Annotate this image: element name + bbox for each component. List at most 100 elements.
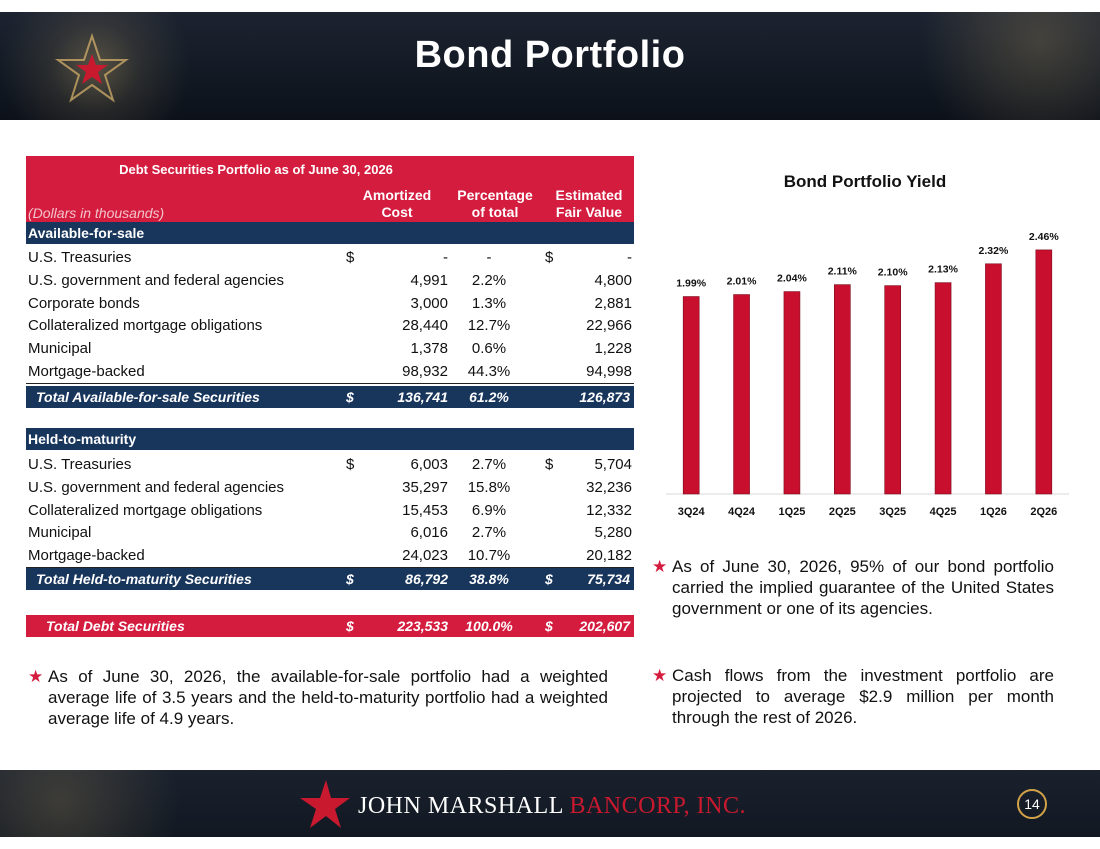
x-tick-label: 1Q26	[980, 506, 1007, 518]
company-name: JOHN MARSHALL	[358, 793, 563, 819]
dollar-sign: $	[346, 456, 355, 473]
bar-1Q25	[783, 291, 801, 495]
amortized-cost: 4,991	[410, 271, 448, 289]
col-header-fair-value: Estimated Fair Value	[544, 187, 634, 221]
table-row: Municipal 6,016 2.7% 5,280	[26, 521, 634, 544]
fair-value: 1,228	[594, 340, 632, 358]
x-tick-label: 3Q25	[879, 506, 906, 518]
amortized-cost: 136,741	[397, 389, 448, 405]
footer-sparkle-decor	[0, 770, 300, 837]
amortized-cost: 223,533	[397, 618, 448, 634]
bullet-text: Cash flows from the investment portfolio…	[672, 666, 1054, 727]
amortized-cost: 86,792	[405, 571, 448, 587]
row-label: Total Available-for-sale Securities	[36, 389, 260, 405]
percentage: 10.7%	[467, 547, 511, 565]
table-row: U.S. government and federal agencies 4,99…	[26, 269, 634, 292]
percentage: -	[486, 249, 492, 266]
data-label: 2.04%	[777, 273, 807, 285]
percentage: 0.6%	[471, 340, 507, 358]
percentage: 2.7%	[471, 524, 507, 542]
percentage: 2.7%	[471, 456, 507, 473]
row-label: Corporate bonds	[28, 294, 140, 312]
data-label: 2.10%	[878, 267, 908, 279]
fair-value: 5,280	[594, 524, 632, 542]
fair-value: 22,966	[586, 317, 632, 335]
bar-2Q25	[834, 284, 851, 495]
amortized-cost: 24,023	[402, 547, 448, 565]
bar-3Q24	[682, 296, 700, 495]
table-row: U.S. government and federal agencies 35,2…	[26, 476, 634, 499]
fair-value: 2,881	[594, 294, 632, 312]
company-logo: JOHN MARSHALL BANCORP, INC.	[358, 793, 746, 820]
dollar-sign: $	[545, 618, 553, 634]
amortized-cost: 28,440	[402, 317, 448, 335]
slide-header: Bond Portfolio	[0, 12, 1100, 120]
percentage: 2.2%	[471, 271, 507, 289]
dollar-sign: $	[346, 249, 355, 266]
x-tick-label: 2Q26	[1030, 506, 1057, 518]
percentage: 1.3%	[471, 294, 507, 312]
fair-value: 126,873	[579, 389, 630, 405]
fair-value: 94,998	[586, 363, 632, 380]
header-sparkle-decor	[0, 12, 240, 120]
col-header-line: Cost	[381, 204, 413, 220]
fair-value: 20,182	[586, 547, 632, 565]
row-label: U.S. Treasuries	[28, 456, 132, 473]
dollar-sign: $	[346, 389, 354, 405]
fair-value: 75,734	[587, 571, 630, 587]
table-header: Debt Securities Portfolio as of June 30,…	[26, 156, 634, 222]
bar-1Q26	[985, 263, 1002, 495]
dollar-sign: $	[346, 618, 354, 634]
x-tick-label: 4Q24	[728, 506, 756, 518]
fair-value: 5,704	[594, 456, 632, 473]
bar-2Q26	[1035, 249, 1053, 495]
star-bullet-icon: ★	[652, 557, 668, 576]
dollar-sign: $	[346, 571, 354, 587]
data-label: 1.99%	[676, 278, 706, 290]
table-row: Collateralized mortgage obligations 28,44…	[26, 314, 634, 337]
table-row: U.S. Treasuries $6,003 2.7% $5,704	[26, 453, 634, 476]
percentage: 44.3%	[467, 363, 511, 380]
bullet-text: As of June 30, 2026, 95% of our bond por…	[672, 557, 1054, 618]
row-label: Collateralized mortgage obligations	[28, 317, 263, 335]
bar-4Q25	[934, 282, 952, 495]
table-row: U.S. Treasuries $ - - $ -	[26, 246, 634, 269]
row-label: Mortgage-backed	[28, 547, 145, 565]
bullet-right-1: ★ As of June 30, 2026, 95% of our bond p…	[652, 556, 1054, 644]
amortized-cost: -	[443, 249, 448, 266]
htm-total-row: Total Held-to-maturity Securities $ 86,7…	[26, 568, 634, 590]
percentage: 12.7%	[467, 317, 511, 335]
fair-value: 4,800	[594, 271, 632, 289]
amortized-cost: 6,016	[410, 524, 448, 542]
table-title: Debt Securities Portfolio as of June 30,…	[119, 162, 393, 177]
row-label: U.S. government and federal agencies	[28, 271, 284, 289]
bullet-left: ★ As of June 30, 2026, the available-for…	[28, 666, 608, 732]
row-label: U.S. Treasuries	[28, 249, 132, 266]
x-tick-label: 4Q25	[930, 506, 957, 518]
x-tick-label: 3Q24	[678, 506, 706, 518]
data-label: 2.13%	[928, 264, 958, 276]
company-suffix: BANCORP, INC.	[569, 793, 747, 819]
percentage: 6.9%	[471, 501, 507, 519]
data-label: 2.32%	[979, 245, 1009, 257]
data-label: 2.46%	[1029, 231, 1059, 243]
slide-footer: JOHN MARSHALL BANCORP, INC. 14	[0, 770, 1100, 837]
bond-yield-chart: 1.99% 3Q24 2.01% 4Q24 2.04% 1Q25 2.11% 2Q25 2.10…	[666, 231, 1069, 518]
col-header-line: Amortized	[362, 187, 432, 203]
row-label: Mortgage-backed	[28, 363, 145, 380]
page-title: Bond Portfolio	[414, 34, 686, 76]
table-row: Collateralized mortgage obligations 15,45…	[26, 499, 634, 522]
star-logo-icon	[54, 32, 130, 103]
col-header-percentage: Percentage of total	[449, 187, 541, 221]
row-label: Collateralized mortgage obligations	[28, 501, 263, 519]
amortized-cost: 3,000	[410, 294, 448, 312]
percentage: 38.8%	[469, 571, 509, 587]
dollar-sign: $	[545, 571, 553, 587]
amortized-cost: 98,932	[402, 363, 448, 380]
fair-value: 202,607	[579, 618, 630, 634]
star-bullet-icon: ★	[28, 667, 44, 686]
percentage: 100.0%	[465, 618, 513, 634]
dollar-sign: $	[545, 249, 554, 266]
data-label: 2.01%	[727, 276, 757, 288]
percentage: 61.2%	[469, 389, 509, 405]
